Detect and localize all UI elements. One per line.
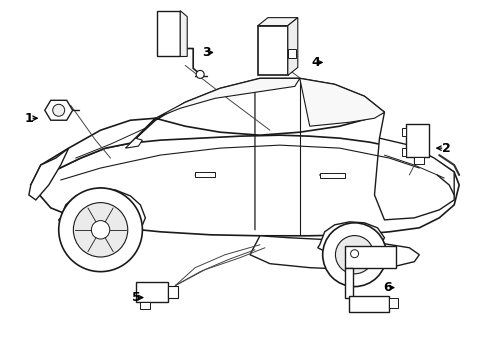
Bar xyxy=(319,173,344,178)
Polygon shape xyxy=(157,11,180,57)
Polygon shape xyxy=(258,26,287,75)
Polygon shape xyxy=(402,128,406,136)
Polygon shape xyxy=(29,148,68,200)
Circle shape xyxy=(53,104,64,116)
Polygon shape xyxy=(374,138,453,220)
Polygon shape xyxy=(31,118,155,185)
Polygon shape xyxy=(287,18,297,75)
Polygon shape xyxy=(348,296,388,312)
Polygon shape xyxy=(168,285,178,298)
Polygon shape xyxy=(31,135,458,236)
Circle shape xyxy=(347,248,360,261)
Polygon shape xyxy=(406,124,428,157)
Circle shape xyxy=(73,203,127,257)
Text: 4: 4 xyxy=(311,56,320,69)
Polygon shape xyxy=(45,100,73,120)
Circle shape xyxy=(59,188,142,272)
Polygon shape xyxy=(249,236,419,270)
Polygon shape xyxy=(402,148,406,156)
Polygon shape xyxy=(287,49,295,58)
Circle shape xyxy=(335,235,373,274)
Text: 1: 1 xyxy=(24,112,33,125)
Polygon shape xyxy=(155,78,299,118)
Polygon shape xyxy=(136,282,168,302)
Circle shape xyxy=(91,221,109,239)
Polygon shape xyxy=(180,11,187,57)
Polygon shape xyxy=(130,78,384,143)
Circle shape xyxy=(322,223,386,287)
Polygon shape xyxy=(258,18,297,26)
Polygon shape xyxy=(125,138,142,148)
Polygon shape xyxy=(59,188,145,238)
Polygon shape xyxy=(299,78,384,126)
Polygon shape xyxy=(344,268,352,298)
Text: 5: 5 xyxy=(132,291,141,304)
Bar xyxy=(195,172,215,177)
Circle shape xyxy=(350,250,358,258)
Text: 2: 2 xyxy=(441,141,449,155)
Polygon shape xyxy=(344,246,396,268)
Polygon shape xyxy=(140,302,150,310)
Text: 6: 6 xyxy=(383,281,391,294)
Polygon shape xyxy=(413,157,424,164)
Text: 3: 3 xyxy=(202,46,210,59)
Polygon shape xyxy=(388,298,398,307)
Circle shape xyxy=(196,71,203,78)
Polygon shape xyxy=(317,222,384,258)
